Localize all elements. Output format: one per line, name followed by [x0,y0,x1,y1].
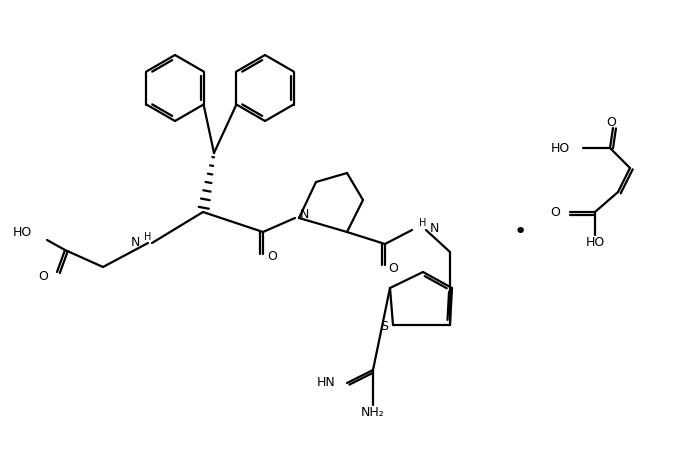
Text: N: N [299,209,309,221]
Text: H: H [419,218,426,228]
Text: HN: HN [317,375,336,388]
Text: O: O [38,271,48,284]
Text: H: H [144,232,152,242]
Text: NH₂: NH₂ [361,407,385,419]
Text: N: N [430,222,440,235]
Text: HO: HO [585,235,605,249]
Text: O: O [267,250,277,263]
Text: •: • [513,222,526,242]
Text: O: O [606,116,616,129]
Text: HO: HO [551,141,570,154]
Text: O: O [550,205,560,219]
Text: O: O [388,262,398,275]
Text: HO: HO [13,226,32,239]
Text: S: S [380,320,388,332]
Text: N: N [131,236,140,249]
